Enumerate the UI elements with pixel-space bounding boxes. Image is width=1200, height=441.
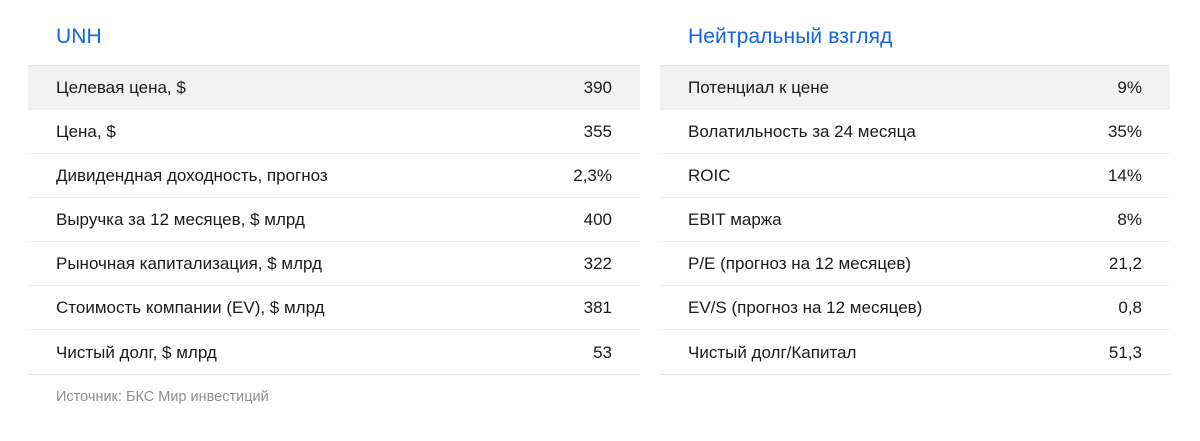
row-value: 400 [583, 210, 612, 229]
row-value: 0,8 [1118, 298, 1142, 317]
table-row: Цена, $ 355 [28, 110, 640, 154]
table-row: ROIC 14% [660, 154, 1170, 198]
row-value: 355 [583, 122, 612, 141]
table-row: Рыночная капитализация, $ млрд 322 [28, 242, 640, 286]
row-label: Чистый долг/Капитал [688, 342, 857, 362]
row-value: 21,2 [1108, 254, 1142, 273]
row-label: P/E (прогноз на 12 месяцев) [688, 254, 912, 273]
right-column: Нейтральный взгляд Потенциал к цене 9% Вол… [640, 0, 1200, 375]
row-value: 53 [593, 342, 612, 362]
table-row: EV/S (прогноз на 12 месяцев) 0,8 [660, 286, 1170, 330]
row-label: Волатильность за 24 месяца [688, 122, 916, 141]
right-column-title: Нейтральный взгляд [688, 25, 893, 48]
row-value: 2,3% [573, 166, 612, 185]
row-label: ROIC [688, 166, 731, 185]
table-row: Волатильность за 24 месяца 35% [660, 110, 1170, 154]
row-label: EBIT маржа [688, 210, 782, 229]
table-row: Чистый долг/Капитал 51,3 [660, 330, 1170, 374]
left-column-title: UNH [56, 25, 102, 48]
row-label: Цена, $ [56, 122, 116, 141]
table-row: Целевая цена, $ 390 [28, 66, 640, 110]
table-row: Дивидендная доходность, прогноз 2,3% [28, 154, 640, 198]
row-label: Потенциал к цене [688, 78, 830, 97]
row-value: 14% [1107, 166, 1142, 185]
row-value: 390 [583, 78, 612, 97]
table-row: Стоимость компании (EV), $ млрд 381 [28, 286, 640, 330]
row-value: 51,3 [1108, 342, 1142, 362]
source-note: Источник: БКС Мир инвестиций [56, 389, 269, 405]
table-row: Выручка за 12 месяцев, $ млрд 400 [28, 198, 640, 242]
row-label: Выручка за 12 месяцев, $ млрд [56, 210, 305, 229]
row-value: 8% [1117, 210, 1142, 229]
row-label: EV/S (прогноз на 12 месяцев) [688, 298, 923, 317]
row-label: Рыночная капитализация, $ млрд [56, 254, 322, 273]
table-row: Потенциал к цене 9% [660, 66, 1170, 110]
row-label: Чистый долг, $ млрд [56, 342, 217, 362]
left-column: UNH Целевая цена, $ 390 Цена, $ 355 Дивиденд… [0, 0, 640, 375]
table-row: Чистый долг, $ млрд 53 [28, 330, 640, 374]
row-label: Целевая цена, $ [56, 78, 186, 97]
row-value: 381 [583, 298, 612, 317]
table-row: EBIT маржа 8% [660, 198, 1170, 242]
table-row: P/E (прогноз на 12 месяцев) 21,2 [660, 242, 1170, 286]
right-metrics-table: Потенциал к цене 9% Волатильность за 24 ме… [660, 65, 1170, 375]
metrics-columns: UNH Целевая цена, $ 390 Цена, $ 355 Дивиденд… [0, 0, 1200, 375]
row-value: 322 [583, 254, 612, 273]
row-value: 9% [1117, 78, 1142, 97]
row-value: 35% [1107, 122, 1142, 141]
row-label: Стоимость компании (EV), $ млрд [56, 298, 325, 317]
row-label: Дивидендная доходность, прогноз [56, 166, 328, 185]
left-metrics-table: Целевая цена, $ 390 Цена, $ 355 Дивидендная … [28, 65, 640, 375]
